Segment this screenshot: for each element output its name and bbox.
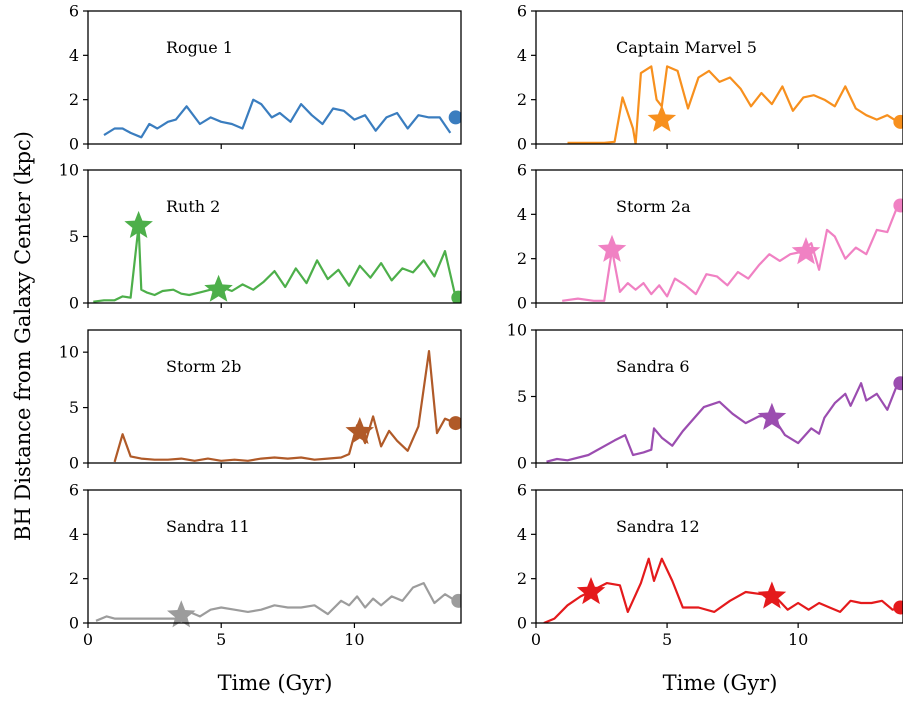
y-tick-label: 0 — [69, 135, 79, 154]
y-tick-label: 5 — [69, 398, 79, 417]
y-tick-label: 5 — [517, 387, 527, 406]
panel-title: Ruth 2 — [166, 197, 220, 216]
panel-8: 0 2 4 6 0 5 10 Sandra 12 — [517, 481, 903, 649]
panel-title: Sandra 12 — [616, 517, 700, 536]
y-tick-label: 2 — [517, 90, 527, 109]
circle-marker — [893, 114, 903, 129]
y-tick-label: 0 — [69, 454, 79, 473]
panel-title: Rogue 1 — [166, 38, 233, 57]
star-marker — [576, 577, 606, 605]
panels-group: 0 2 4 6 Rogue 1 0 2 4 6 Captain Marvel 5 0 5 10 Ruth … — [59, 2, 903, 649]
star-marker — [204, 274, 233, 302]
series-line — [93, 224, 457, 303]
x-tick-label: 10 — [788, 630, 808, 649]
panel-title: Sandra 6 — [616, 357, 690, 376]
series-line — [543, 557, 901, 623]
y-tick-label: 6 — [69, 2, 79, 21]
circle-marker — [893, 600, 903, 615]
panel-6: 0 5 10 Sandra 6 — [507, 321, 903, 473]
star-marker — [345, 417, 374, 445]
series-line — [103, 98, 452, 139]
y-tick-label: 2 — [517, 569, 527, 588]
x-axis-label-right: Time (Gyr) — [663, 671, 778, 695]
panel-2: 0 2 4 6 Captain Marvel 5 — [517, 2, 903, 154]
x-tick-label: 5 — [662, 630, 672, 649]
y-tick-label: 0 — [517, 294, 527, 313]
x-tick-label: 10 — [344, 630, 364, 649]
y-tick-label: 10 — [507, 321, 527, 340]
panel-7: 0 2 4 6 0 5 10 Sandra 11 — [69, 481, 462, 649]
y-tick-label: 6 — [517, 2, 527, 21]
y-tick-label: 4 — [69, 46, 79, 65]
circle-marker — [448, 416, 461, 431]
panel-1: 0 2 4 6 Rogue 1 — [69, 2, 462, 154]
panel-title: Captain Marvel 5 — [616, 38, 757, 57]
circle-marker — [451, 593, 461, 608]
y-axis-label: BH Distance from Galaxy Center (kpc) — [11, 131, 35, 541]
y-tick-label: 4 — [69, 525, 79, 544]
panel-4: 0 2 4 6 Storm 2a — [517, 161, 903, 313]
panel-frame — [535, 489, 903, 624]
panel-frame — [87, 329, 462, 464]
y-tick-label: 0 — [69, 614, 79, 633]
series-line — [95, 581, 457, 622]
x-tick-label: 5 — [216, 630, 226, 649]
panel-frame — [87, 10, 462, 145]
y-tick-label: 4 — [517, 46, 527, 65]
y-tick-label: 2 — [69, 569, 79, 588]
y-tick-label: 4 — [517, 205, 527, 224]
y-tick-label: 6 — [517, 481, 527, 500]
panel-title: Storm 2a — [616, 197, 691, 216]
star-marker — [124, 210, 153, 238]
series-line — [567, 65, 899, 144]
y-tick-label: 0 — [517, 135, 527, 154]
circle-marker — [893, 198, 903, 213]
y-tick-label: 2 — [69, 90, 79, 109]
series-line — [113, 350, 457, 463]
star-marker — [791, 237, 821, 265]
y-tick-label: 10 — [59, 343, 79, 362]
x-axis-label-left: Time (Gyr) — [218, 671, 333, 695]
panel-frame — [87, 169, 462, 304]
y-tick-label: 0 — [69, 294, 79, 313]
panel-frame — [87, 489, 462, 624]
y-tick-label: 6 — [69, 481, 79, 500]
circle-marker — [893, 376, 903, 391]
y-tick-label: 0 — [517, 454, 527, 473]
panel-5: 0 5 10 Storm 2b — [59, 329, 462, 473]
x-tick-label: 0 — [83, 630, 93, 649]
panel-frame — [535, 10, 903, 145]
y-tick-label: 6 — [517, 161, 527, 180]
star-marker — [167, 600, 196, 628]
circle-marker — [451, 290, 461, 303]
series-line — [562, 205, 899, 302]
panel-3: 0 5 10 Ruth 2 — [59, 161, 462, 313]
circle-marker — [448, 110, 461, 125]
y-tick-label: 10 — [59, 161, 79, 180]
x-tick-label: 0 — [531, 630, 541, 649]
series-line — [546, 382, 899, 463]
y-tick-label: 5 — [69, 227, 79, 246]
y-tick-label: 0 — [517, 614, 527, 633]
y-tick-label: 4 — [517, 525, 527, 544]
star-marker — [597, 234, 627, 262]
panel-title: Storm 2b — [166, 357, 241, 376]
panel-frame — [535, 169, 903, 304]
y-tick-label: 2 — [517, 249, 527, 268]
panel-title: Sandra 11 — [166, 517, 250, 536]
star-marker — [647, 104, 677, 132]
star-marker — [757, 581, 787, 609]
star-marker — [757, 402, 787, 430]
panel-frame — [535, 329, 903, 464]
